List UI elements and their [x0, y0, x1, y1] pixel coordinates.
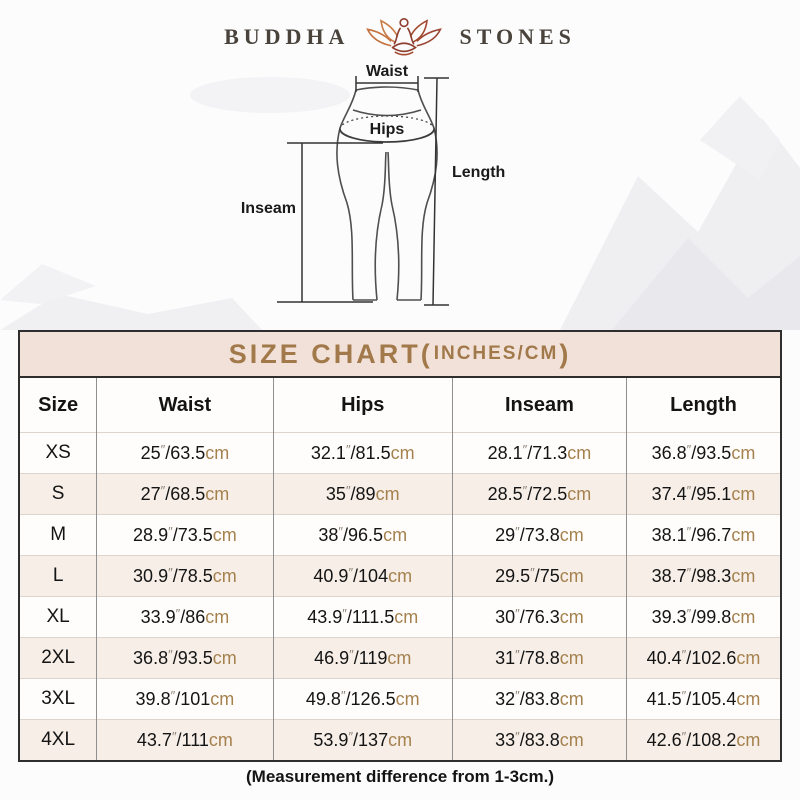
column-header-waist: Waist: [96, 378, 274, 433]
size-chart-title: SIZE CHART(INCHES/CM): [20, 332, 780, 378]
column-header-length: Length: [625, 378, 780, 433]
measurement-lines: [277, 76, 449, 306]
size-label: M: [20, 514, 97, 556]
title-units: INCHES/CM: [433, 343, 559, 364]
inseam-value: 28.1″/71.3cm: [451, 432, 627, 474]
waist-measure-line: [355, 76, 419, 92]
length-value: 39.3″/99.8cm: [625, 596, 780, 638]
hips-value: 38″/96.5cm: [272, 514, 453, 556]
waist-value: 43.7″/111cm: [96, 719, 274, 760]
size-label: S: [20, 473, 97, 515]
length-diagram-label: Length: [452, 164, 505, 181]
inseam-measure-line: [277, 142, 383, 303]
inseam-diagram-label: Inseam: [241, 200, 296, 217]
hips-value: 46.9″/119cm: [272, 637, 453, 679]
length-value: 42.6″/108.2cm: [625, 719, 780, 760]
lotus-meditation-icon: [366, 17, 443, 56]
hips-ellipse: [339, 115, 435, 143]
hips-diagram-label: Hips: [370, 121, 405, 138]
size-row-xl: XL 33.9″/86cm 43.9″/111.5cm 30″/76.3cm 39.3″…: [20, 596, 780, 638]
brand-name-left: BUDDHA: [224, 24, 350, 49]
inseam-value: 28.5″/72.5cm: [451, 473, 627, 515]
title-main: SIZE CHART: [228, 338, 421, 369]
size-chart-panel: SIZE CHART(INCHES/CM) Size Waist Hips Insea…: [18, 330, 782, 762]
brand-header: BUDDHA STONES: [0, 14, 800, 60]
size-label: L: [20, 555, 97, 597]
column-header-size: Size: [20, 378, 97, 433]
waist-value: 25″/63.5cm: [96, 432, 274, 474]
length-value: 40.4″/102.6cm: [625, 637, 780, 679]
inseam-value: 31″/78.8cm: [451, 637, 627, 679]
size-label: 2XL: [20, 637, 97, 679]
size-row-4xl: 4XL 43.7″/111cm 53.9″/137cm 33″/83.8cm 42.6″…: [20, 719, 780, 760]
mountain-watermark: [0, 77, 800, 330]
size-row-2xl: 2XL 36.8″/93.5cm 46.9″/119cm 31″/78.8cm 40.4…: [20, 637, 780, 679]
column-header-hips: Hips: [272, 378, 453, 433]
inseam-value: 32″/83.8cm: [451, 678, 627, 720]
inseam-value: 33″/83.8cm: [451, 719, 627, 760]
size-row-s: S 27″/68.5cm 35″/89cm 28.5″/72.5cm 37.4″/95.…: [20, 473, 780, 515]
size-label: 4XL: [20, 719, 97, 760]
size-row-xs: XS 25″/63.5cm 32.1″/81.5cm 28.1″/71.3cm 36.8…: [20, 432, 780, 474]
waist-value: 33.9″/86cm: [96, 596, 274, 638]
waist-value: 27″/68.5cm: [96, 473, 274, 515]
waist-value: 36.8″/93.5cm: [96, 637, 274, 679]
hips-value: 35″/89cm: [272, 473, 453, 515]
inseam-value: 29″/73.8cm: [451, 514, 627, 556]
length-value: 36.8″/93.5cm: [625, 432, 780, 474]
hips-value: 40.9″/104cm: [272, 555, 453, 597]
length-value: 37.4″/95.1cm: [625, 473, 780, 515]
waist-value: 30.9″/78.5cm: [96, 555, 274, 597]
title-paren-open: (: [420, 338, 433, 369]
length-value: 41.5″/105.4cm: [625, 678, 780, 720]
length-value: 38.1″/96.7cm: [625, 514, 780, 556]
hips-value: 43.9″/111.5cm: [272, 596, 453, 638]
hips-value: 49.8″/126.5cm: [272, 678, 453, 720]
length-measure-line: [424, 77, 449, 306]
brand-name-right: STONES: [459, 24, 576, 49]
hips-value: 32.1″/81.5cm: [272, 432, 453, 474]
size-row-3xl: 3XL 39.8″/101cm 49.8″/126.5cm 32″/83.8cm 41.…: [20, 678, 780, 720]
size-row-l: L 30.9″/78.5cm 40.9″/104cm 29.5″/75cm 38.7″/…: [20, 555, 780, 597]
inseam-value: 30″/76.3cm: [451, 596, 627, 638]
size-table: Size Waist Hips Inseam Length XS 25″/63.5cm 32…: [20, 378, 780, 760]
waist-value: 39.8″/101cm: [96, 678, 274, 720]
column-header-inseam: Inseam: [451, 378, 627, 433]
size-label: XS: [20, 432, 97, 474]
waist-diagram-label: Waist: [366, 63, 409, 80]
inseam-value: 29.5″/75cm: [451, 555, 627, 597]
title-paren-close: ): [559, 338, 572, 369]
hips-value: 53.9″/137cm: [272, 719, 453, 760]
size-row-m: M 28.9″/73.5cm 38″/96.5cm 29″/73.8cm 38.1″/9…: [20, 514, 780, 556]
size-label: 3XL: [20, 678, 97, 720]
measurement-note: (Measurement difference from 1-3cm.): [246, 767, 554, 786]
waist-value: 28.9″/73.5cm: [96, 514, 274, 556]
table-header-row: Size Waist Hips Inseam Length: [20, 378, 780, 433]
size-label: XL: [20, 596, 97, 638]
leggings-outline: [336, 86, 438, 301]
length-value: 38.7″/98.3cm: [625, 555, 780, 597]
leggings-measurement-diagram: Waist Hips Inseam Length: [0, 63, 800, 330]
